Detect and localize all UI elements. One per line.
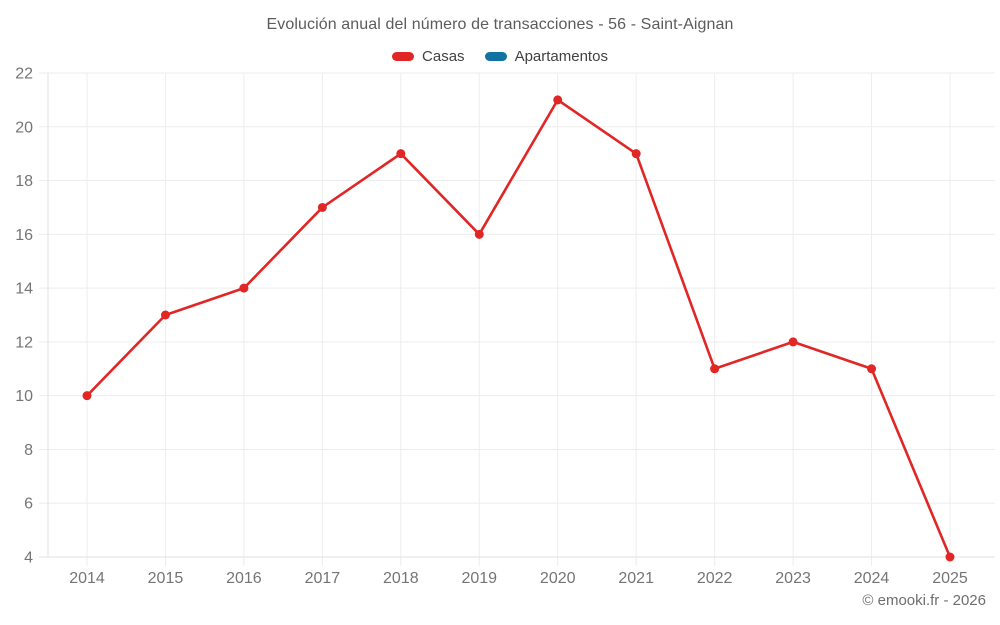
copyright-credit: © emooki.fr - 2026 xyxy=(862,592,986,609)
apartamentos-series-swatch xyxy=(484,51,507,61)
y-tick-label: 22 xyxy=(15,66,33,83)
y-tick-label: 12 xyxy=(15,334,33,351)
y-tick-label: 16 xyxy=(15,227,33,244)
casas-series-label: Casas xyxy=(422,47,465,65)
x-tick-label: 2016 xyxy=(226,570,262,587)
y-tick-label: 18 xyxy=(15,173,33,190)
series-line-casas xyxy=(85,98,952,559)
x-tick-label: 2021 xyxy=(618,570,654,587)
data-point xyxy=(631,149,641,159)
y-tick-label: 4 xyxy=(24,550,33,567)
x-tick-label: 2025 xyxy=(932,570,968,587)
y-tick-label: 20 xyxy=(15,119,33,136)
data-point xyxy=(710,364,720,374)
y-tick-label: 6 xyxy=(24,496,33,513)
data-point xyxy=(396,149,406,159)
legend-item-apartamentos[interactable]: Apartamentos xyxy=(484,47,608,65)
legend-item-casas[interactable]: Casas xyxy=(392,48,465,65)
data-point xyxy=(553,95,563,105)
data-point xyxy=(788,337,798,347)
data-point xyxy=(474,229,484,239)
chart-legend: Casas Apartamentos xyxy=(0,46,1000,66)
data-point xyxy=(160,310,170,320)
x-tick-label: 2023 xyxy=(775,570,811,587)
x-tick-label: 2020 xyxy=(540,570,576,587)
data-point xyxy=(239,283,249,293)
x-tick-label: 2022 xyxy=(697,570,733,587)
data-point xyxy=(317,202,327,212)
y-tick-label: 14 xyxy=(15,281,33,298)
data-point xyxy=(82,391,92,401)
casas-series-swatch xyxy=(392,51,415,61)
x-tick-label: 2014 xyxy=(69,570,105,587)
y-tick-label: 8 xyxy=(24,442,33,459)
x-tick-label: 2024 xyxy=(854,570,890,587)
chart-title: Evolución anual del número de transaccio… xyxy=(266,16,734,33)
y-tick-label: 10 xyxy=(15,388,33,405)
apartamentos-series-label: Apartamentos xyxy=(514,47,608,65)
x-tick-label: 2018 xyxy=(383,570,419,587)
data-point xyxy=(867,364,877,374)
x-tick-label: 2015 xyxy=(148,570,184,587)
data-point xyxy=(945,552,955,562)
x-tick-label: 2019 xyxy=(461,570,497,587)
x-tick-label: 2017 xyxy=(305,570,341,587)
